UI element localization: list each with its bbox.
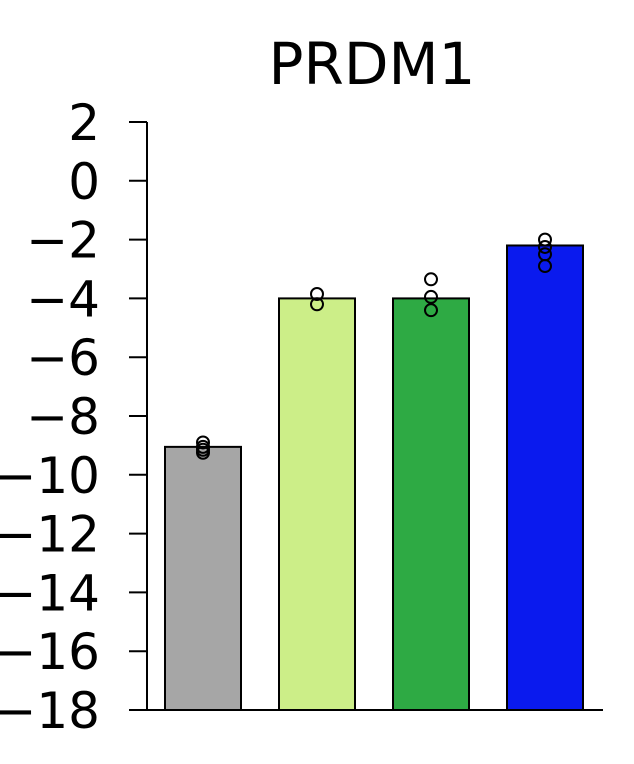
data-points-group xyxy=(196,232,552,460)
bars-group xyxy=(164,244,584,711)
data-point xyxy=(196,435,210,450)
y-tick-label: −6 xyxy=(26,329,100,387)
bar xyxy=(392,297,470,711)
data-point xyxy=(538,239,552,254)
y-tick-label: −14 xyxy=(0,564,100,622)
data-point xyxy=(310,297,324,312)
y-tick-label: −10 xyxy=(0,447,100,505)
y-tick-label: −4 xyxy=(26,270,100,328)
chart-title: PRDM1 xyxy=(269,30,476,98)
data-point xyxy=(424,272,438,287)
bar xyxy=(278,297,356,711)
y-tick-label: −18 xyxy=(0,682,100,740)
y-tick-label: 0 xyxy=(68,153,100,211)
y-tick-label: 2 xyxy=(68,94,100,152)
data-point xyxy=(196,445,210,460)
data-point xyxy=(424,289,438,304)
bar xyxy=(506,244,584,711)
y-tick-label: −8 xyxy=(26,388,100,446)
bar xyxy=(164,445,242,711)
data-point xyxy=(310,286,324,301)
data-point xyxy=(424,303,438,318)
y-tick-label: −12 xyxy=(0,506,100,564)
y-axis: 20−2−4−6−8−10−12−14−16−18 xyxy=(0,94,148,740)
data-point xyxy=(538,232,552,247)
y-tick-label: −2 xyxy=(26,212,100,270)
y-tick-label: −16 xyxy=(0,623,100,681)
data-point xyxy=(538,259,552,274)
